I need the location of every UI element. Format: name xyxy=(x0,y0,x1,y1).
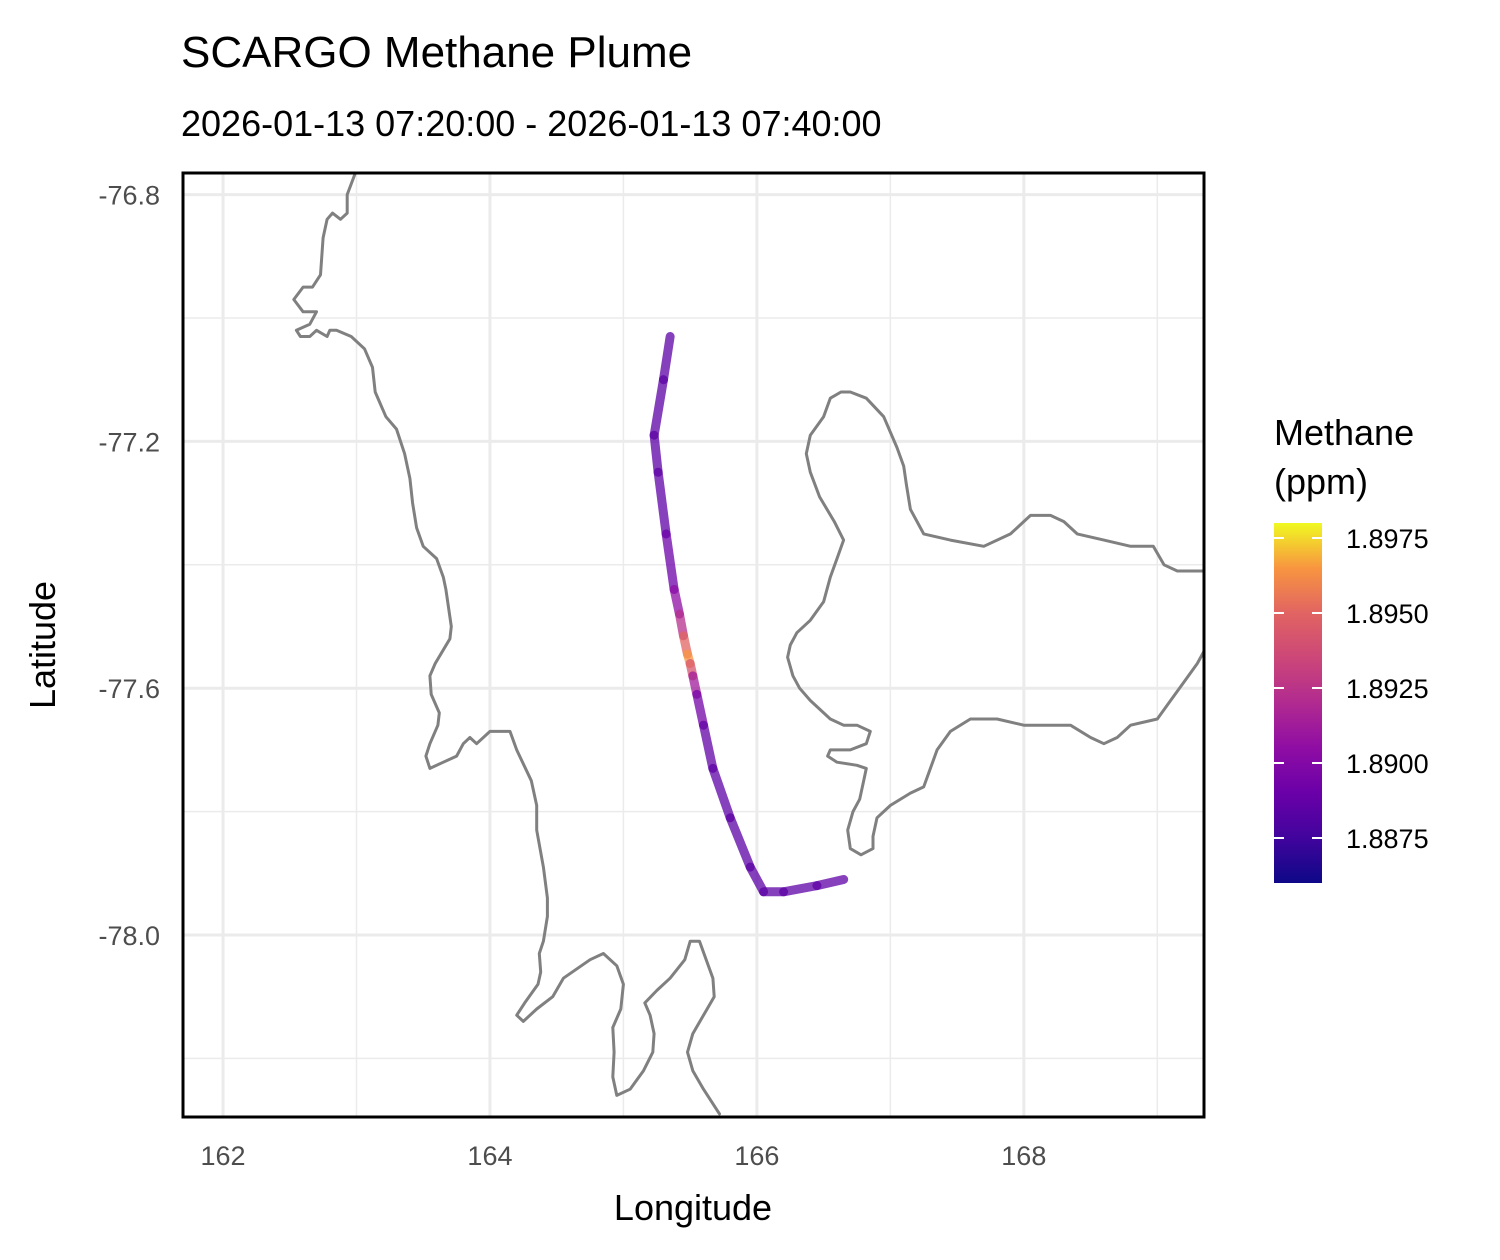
track-segment xyxy=(658,332,675,385)
plot-border xyxy=(181,171,1206,1119)
chart-subtitle: 2026-01-13 07:20:00 - 2026-01-13 07:40:0… xyxy=(181,103,882,144)
colorbar-ticks: 1.8975 1.8950 1.8925 1.8900 1.8875 xyxy=(1274,524,1429,854)
track-segment xyxy=(699,720,718,773)
track-segment xyxy=(649,430,663,477)
x-axis-title: Longitude xyxy=(614,1187,772,1228)
track-segment xyxy=(745,862,769,897)
colorbar-tick-label: 1.8950 xyxy=(1346,599,1429,629)
track-segment xyxy=(649,375,668,440)
methane-track xyxy=(649,332,849,897)
track-segment xyxy=(708,763,735,823)
legend-title-line-2: (ppm) xyxy=(1274,461,1368,502)
minor-gridlines xyxy=(183,173,1204,1117)
track-segment xyxy=(653,467,671,539)
colorbar xyxy=(1274,523,1322,883)
y-tick-label: -77.2 xyxy=(98,427,160,457)
track-segment xyxy=(725,813,755,872)
y-tick-label: -78.0 xyxy=(98,921,160,951)
legend: Methane (ppm) 1.89751.89501.89251.89001.… xyxy=(1274,412,1429,883)
plot-panel xyxy=(181,171,1206,1119)
track-segment xyxy=(661,529,679,594)
y-axis-tick-labels: -76.8 -77.2 -77.6 -78.0 xyxy=(98,181,160,951)
x-tick-label: 168 xyxy=(1001,1141,1046,1171)
coastline-layer xyxy=(292,173,1204,1116)
y-tick-label: -77.6 xyxy=(98,674,160,704)
colorbar-tick-label: 1.8900 xyxy=(1346,749,1429,779)
y-axis-title: Latitude xyxy=(22,581,63,709)
chart-title: SCARGO Methane Plume xyxy=(181,28,692,77)
legend-title-line-1: Methane xyxy=(1274,412,1414,453)
colorbar-tick-label: 1.8875 xyxy=(1346,824,1429,854)
plot-background xyxy=(183,173,1204,1117)
x-tick-label: 166 xyxy=(734,1141,779,1171)
colorbar-tick-label: 1.8925 xyxy=(1346,674,1429,704)
track-segment xyxy=(812,874,849,891)
colorbar-tick-label: 1.8975 xyxy=(1346,524,1429,554)
track-segment xyxy=(692,689,709,730)
x-tick-label: 162 xyxy=(201,1141,246,1171)
y-tick-label: -76.8 xyxy=(98,181,160,211)
major-gridlines xyxy=(183,173,1204,1117)
track-segment xyxy=(779,881,822,897)
x-tick-label: 164 xyxy=(467,1141,512,1171)
x-axis-tick-labels: 162 164 166 168 xyxy=(201,1141,1047,1171)
coastline xyxy=(786,390,1204,857)
coastline xyxy=(292,173,721,1116)
